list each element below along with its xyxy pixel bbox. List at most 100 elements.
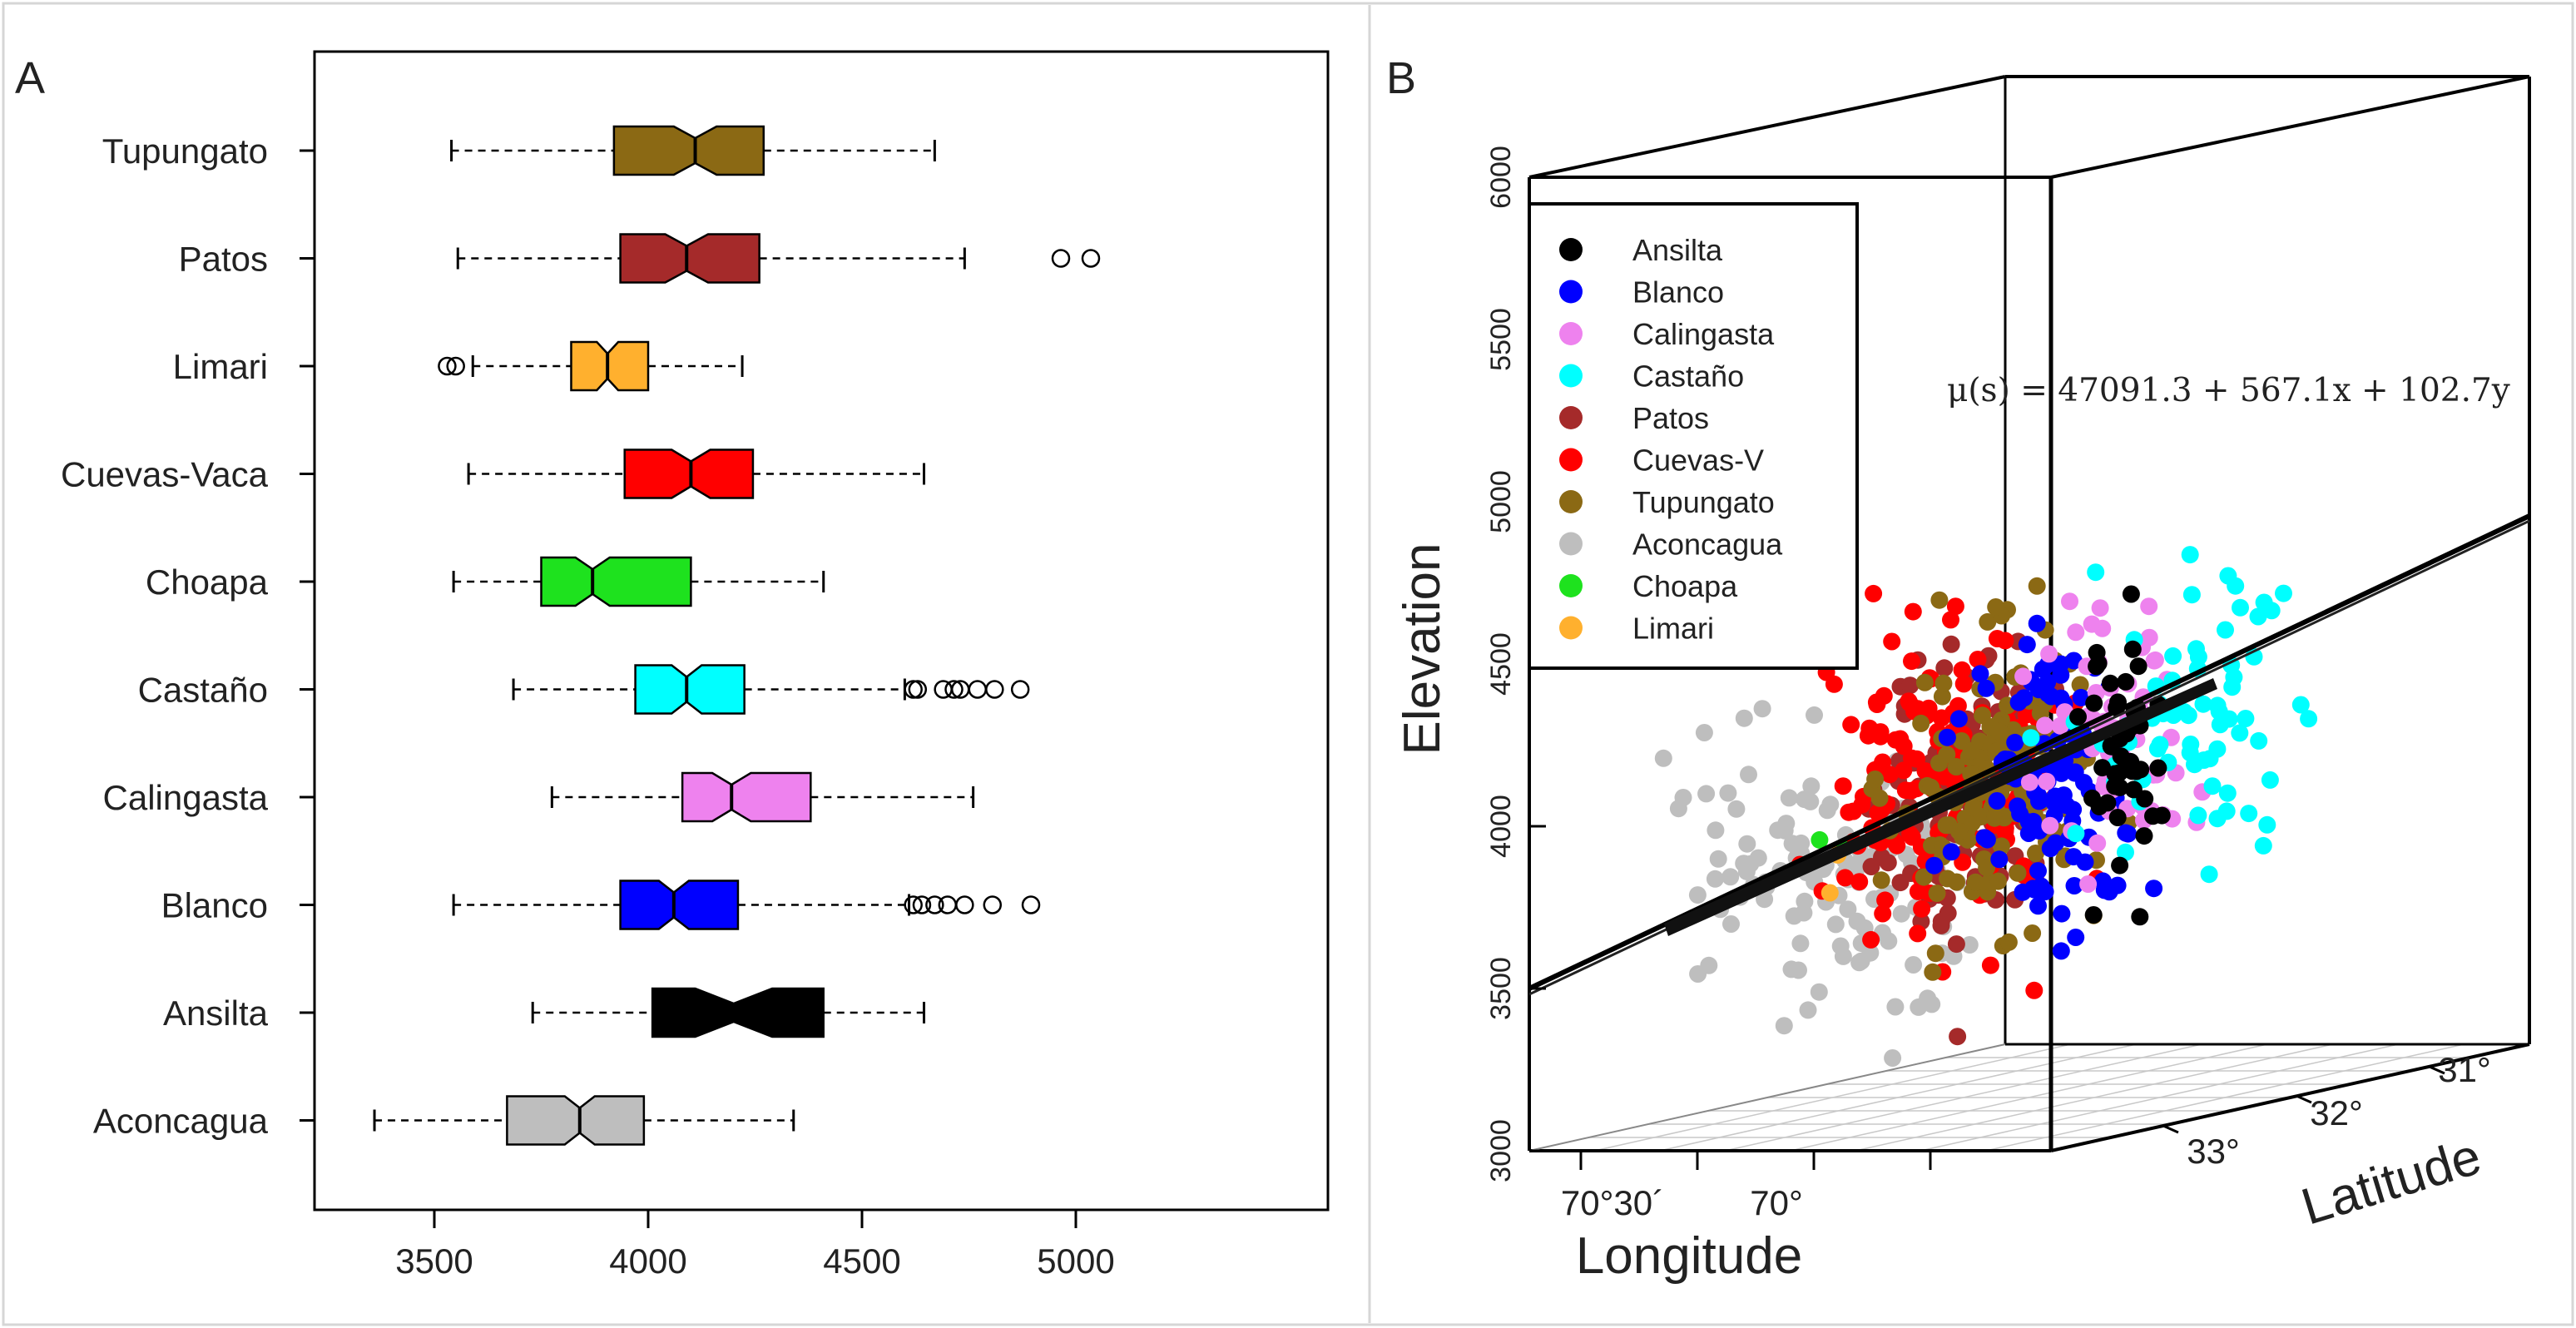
- point-patos: [1862, 858, 1880, 875]
- point-aconcagua: [1799, 1001, 1817, 1019]
- point-casta-o: [2179, 706, 2197, 725]
- point-calingasta: [2014, 667, 2033, 686]
- outlier-patos: [1051, 249, 1071, 268]
- x-axis: 3500 4000 4500 5000: [395, 1210, 1115, 1281]
- point-casta-o: [2182, 586, 2201, 604]
- box-ansilta: [651, 987, 825, 1038]
- legend-label-calingasta: Calingasta: [1632, 317, 1775, 351]
- legend-marker-blanco: [1559, 280, 1583, 304]
- point-casta-o: [2194, 695, 2212, 713]
- point-casta-o: [2217, 621, 2234, 639]
- x-tick-label-5000: 5000: [1037, 1241, 1114, 1281]
- point-cuevas-v: [1920, 699, 1938, 717]
- point-blanco: [2029, 786, 2048, 805]
- point-cuevas-v: [1904, 602, 1922, 621]
- legend: Ansilta Blanco Calingasta Castaño Patos Cueva…: [1528, 202, 1859, 670]
- point-aconcagua: [1721, 868, 1740, 886]
- outlier-patos: [1081, 249, 1101, 268]
- point-cuevas-v: [1875, 686, 1893, 705]
- point-tupungato: [1928, 885, 1946, 903]
- point-blanco: [2006, 733, 2024, 751]
- point-tupungato: [1926, 944, 1944, 963]
- point-aconcagua: [1886, 998, 1905, 1016]
- point-cuevas-v: [1880, 766, 1899, 784]
- point-ansilta: [2101, 674, 2119, 692]
- z-tick-label-5500: 5500: [1485, 308, 1517, 371]
- point-cuevas-v: [1850, 873, 1869, 891]
- panel-b: B 3000 3500 4000 4500 5000 5500 6000 μ(s) = 47…: [1386, 53, 2531, 1285]
- point-casta-o: [2201, 750, 2219, 768]
- legend-marker-calingasta: [1559, 322, 1583, 345]
- point-casta-o: [2240, 805, 2258, 823]
- point-casta-o: [2291, 696, 2310, 714]
- point-calingasta: [2140, 597, 2158, 616]
- point-tupungato: [1992, 837, 2010, 855]
- point-aconcagua: [1821, 795, 1840, 814]
- box-aconcagua: [506, 1095, 646, 1146]
- point-cuevas-v: [1981, 956, 1999, 974]
- point-tupungato: [1939, 816, 1958, 834]
- point-calingasta: [2036, 716, 2054, 735]
- point-blanco: [2052, 942, 2070, 960]
- z-tick-label-4500: 4500: [1485, 632, 1517, 696]
- point-casta-o: [2151, 736, 2169, 754]
- box-choapa: [540, 556, 692, 607]
- point-ansilta: [2085, 694, 2103, 712]
- point-aconcagua: [1689, 965, 1707, 983]
- point-casta-o: [2189, 806, 2207, 825]
- point-cuevas-v: [1842, 716, 1860, 734]
- point-cuevas-v: [1825, 675, 1843, 693]
- point-aconcagua: [1796, 892, 1814, 910]
- point-blanco: [1977, 679, 1995, 697]
- outlier-casta-o: [1010, 680, 1030, 699]
- z-tick-label-3500: 3500: [1485, 957, 1517, 1020]
- point-blanco: [1942, 843, 1960, 861]
- point-ansilta: [2144, 807, 2162, 825]
- point-ansilta: [2112, 747, 2130, 766]
- legend-marker-patos: [1559, 406, 1583, 429]
- point-patos: [1879, 854, 1897, 872]
- point-cuevas-v: [1913, 899, 1931, 918]
- outlier-blanco: [912, 895, 932, 914]
- outlier-casta-o: [944, 680, 964, 699]
- point-casta-o: [2217, 802, 2236, 820]
- latitude-tick: [2429, 1065, 2445, 1075]
- point-cuevas-v: [1953, 661, 1971, 679]
- point-cuevas-v: [2017, 706, 2035, 724]
- point-ansilta: [2069, 708, 2087, 726]
- point-cuevas-v: [1883, 632, 1901, 651]
- 3d-box-frame: [1528, 75, 2531, 1170]
- point-aconcagua: [1727, 800, 1746, 818]
- legend-label-aconcagua: Aconcagua: [1632, 528, 1783, 562]
- point-cuevas-v: [1840, 803, 1858, 821]
- point-casta-o: [2258, 815, 2276, 834]
- point-blanco: [2029, 862, 2047, 880]
- point-aconcagua: [1741, 855, 1760, 873]
- point-casta-o: [2182, 736, 2200, 753]
- x-tick-label-4500: 4500: [823, 1241, 900, 1281]
- point-casta-o: [2117, 843, 2134, 861]
- legend-label-patos: Patos: [1632, 401, 1709, 435]
- point-aconcagua: [1780, 789, 1798, 807]
- legend-marker-aconcagua: [1559, 532, 1583, 556]
- y-label-aconcagua: Aconcagua: [93, 1102, 269, 1141]
- point-cuevas-v: [1836, 869, 1855, 887]
- point-tupungato: [1872, 871, 1890, 889]
- point-aconcagua: [1806, 706, 1823, 724]
- point-blanco: [1988, 792, 2006, 810]
- point-choapa: [1811, 830, 1829, 849]
- point-cuevas-v: [1996, 632, 2014, 650]
- point-tupungato: [1933, 687, 1951, 706]
- point-limari: [1821, 884, 1839, 902]
- point-ansilta: [2122, 585, 2140, 603]
- point-aconcagua: [1688, 886, 1707, 904]
- point-calingasta: [2093, 619, 2112, 637]
- point-patos: [1949, 1028, 1967, 1046]
- point-aconcagua: [1740, 766, 1757, 784]
- point-casta-o: [2275, 584, 2292, 602]
- x-tick-label-3500: 3500: [395, 1241, 473, 1281]
- legend-marker-tupungato: [1559, 490, 1583, 513]
- box-patos: [619, 233, 760, 284]
- x-tick-label-4000: 4000: [609, 1241, 686, 1281]
- y-label-choapa: Choapa: [146, 562, 269, 602]
